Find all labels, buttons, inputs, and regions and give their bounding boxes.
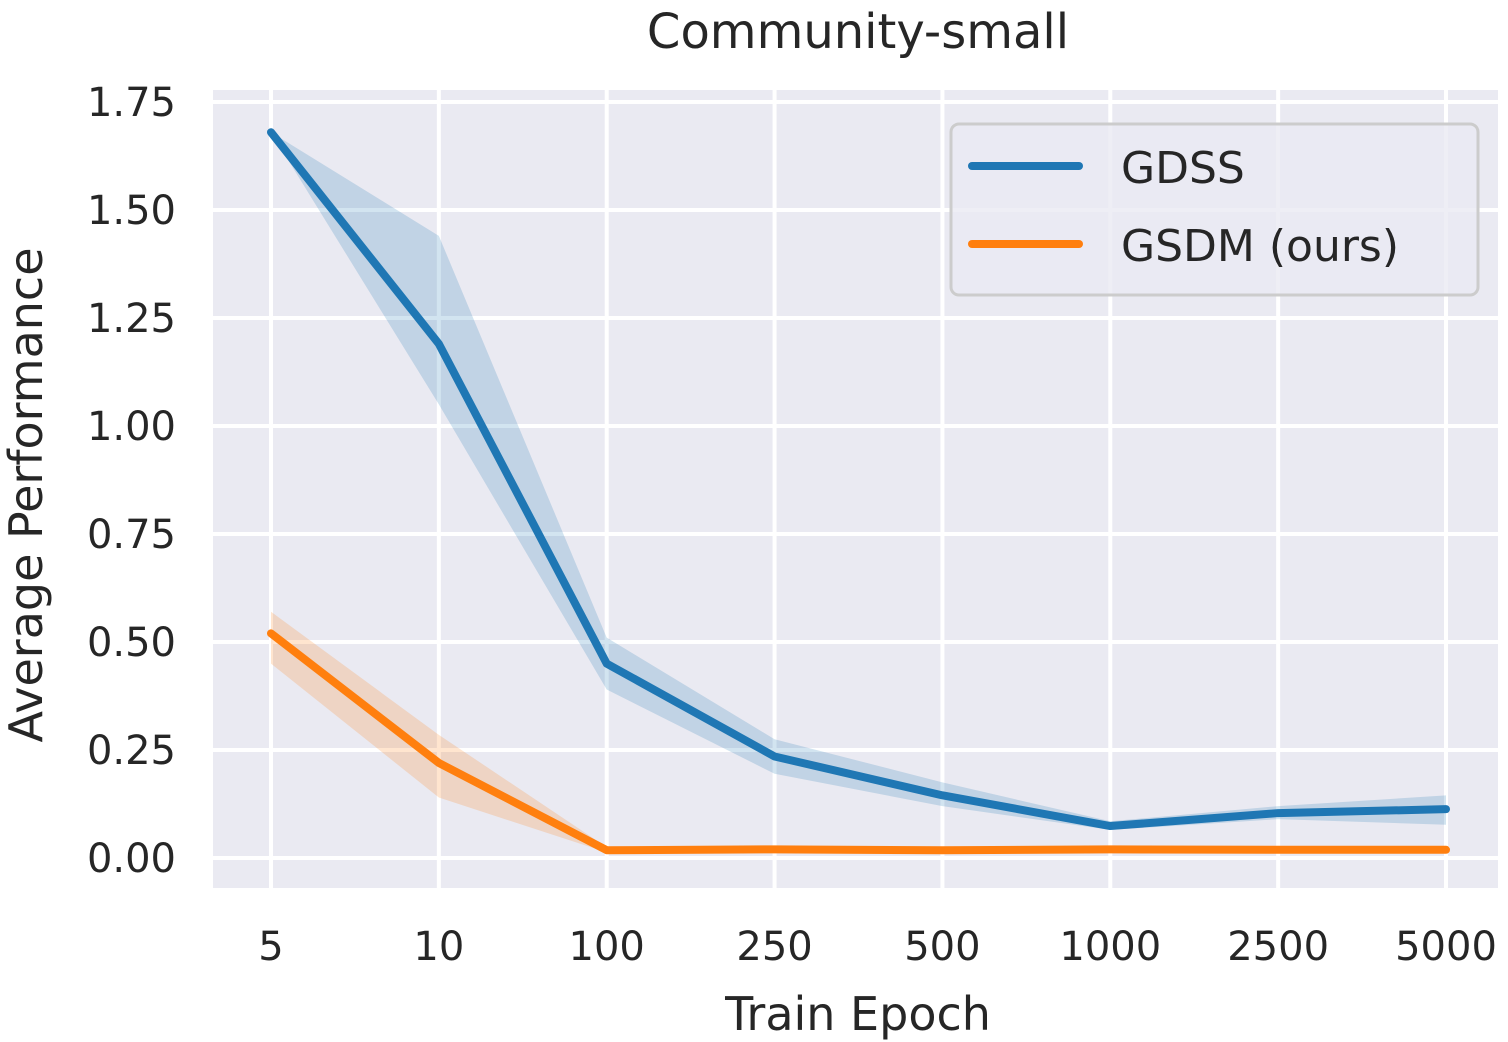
y-tick-label: 0.50 <box>87 620 176 666</box>
x-tick-label: 100 <box>569 924 645 970</box>
legend-label: GDSS <box>1121 143 1245 194</box>
series-line-gsdm-ours <box>267 629 1450 855</box>
y-tick-label: 0.00 <box>87 836 176 882</box>
x-tick-label: 5000 <box>1395 924 1497 970</box>
x-tick-label: 500 <box>904 924 980 970</box>
x-tick-label: 2500 <box>1227 924 1329 970</box>
y-tick-label: 0.75 <box>87 512 176 558</box>
y-tick-label: 1.00 <box>87 404 176 450</box>
x-axis-ticks: 5 10 100 250 500 1000 2500 5000 <box>258 924 1497 970</box>
x-axis-label: Train Epoch <box>724 987 991 1041</box>
y-axis-ticks: 0.00 0.25 0.50 0.75 1.00 1.25 1.50 1.75 <box>87 80 176 882</box>
series-lines <box>267 128 1450 855</box>
legend-label: GSDM (ours) <box>1121 221 1399 272</box>
series-line-gdss <box>267 128 1450 831</box>
confidence-band-gdss <box>271 132 1446 830</box>
legend: GDSS GSDM (ours) <box>949 122 1480 297</box>
y-tick-label: 1.25 <box>87 296 176 342</box>
x-tick-label: 10 <box>413 924 464 970</box>
y-axis-label: Average Performance <box>0 247 53 742</box>
y-tick-label: 1.50 <box>87 188 176 234</box>
y-tick-label: 1.75 <box>87 80 176 126</box>
x-tick-label: 5 <box>258 924 283 970</box>
confidence-bands <box>271 132 1446 853</box>
chart-title: Community-small <box>647 4 1069 60</box>
x-tick-label: 250 <box>736 924 812 970</box>
x-tick-label: 1000 <box>1059 924 1161 970</box>
y-tick-label: 0.25 <box>87 728 176 774</box>
